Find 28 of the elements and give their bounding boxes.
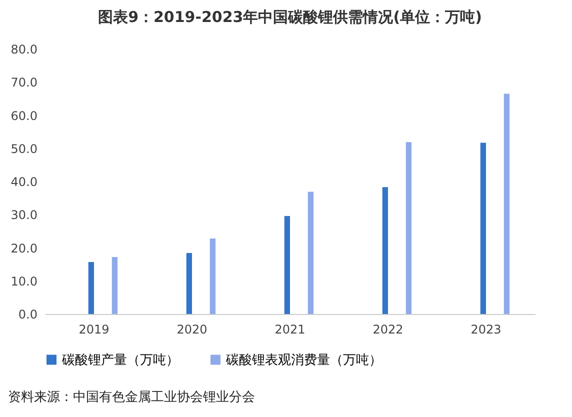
bar (186, 253, 192, 314)
y-tick-label: 10.0 (10, 274, 38, 288)
bar (112, 257, 118, 314)
y-tick-label: 30.0 (10, 208, 38, 222)
x-tick-label: 2023 (470, 322, 502, 336)
y-tick-label: 20.0 (10, 241, 38, 256)
legend-label: 碳酸锂产量（万吨） (61, 352, 179, 368)
bar (308, 192, 314, 314)
chart-title: 图表9：2019-2023年中国碳酸锂供需情况(单位：万吨) (98, 8, 482, 26)
legend-label: 碳酸锂表观消费量（万吨） (225, 352, 382, 368)
x-tick-label: 2019 (78, 322, 110, 336)
y-tick-label: 60.0 (10, 108, 38, 123)
y-tick-label: 0.0 (18, 308, 38, 322)
x-tick-label: 2020 (176, 322, 208, 336)
x-tick-label: 2022 (372, 322, 404, 336)
bar (504, 94, 510, 314)
x-tick-label: 2021 (274, 322, 306, 336)
bar (480, 142, 486, 314)
bar (284, 216, 290, 314)
y-tick-label: 50.0 (10, 142, 38, 156)
y-tick-label: 40.0 (10, 175, 38, 189)
bar (406, 142, 412, 314)
y-tick-label: 70.0 (10, 76, 38, 90)
y-tick-label: 80.0 (10, 42, 38, 56)
bar (210, 238, 216, 314)
text: 资料来源：中国有色金属工业协会锂业分会 (8, 389, 255, 406)
bar (382, 187, 388, 314)
bar (88, 262, 94, 314)
